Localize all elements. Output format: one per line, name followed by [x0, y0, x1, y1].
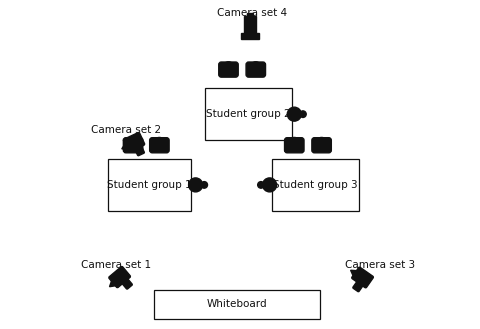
Circle shape [127, 138, 139, 149]
FancyBboxPatch shape [352, 267, 373, 288]
Text: Student group 2: Student group 2 [206, 109, 290, 119]
FancyBboxPatch shape [246, 62, 265, 77]
FancyBboxPatch shape [247, 13, 252, 17]
Text: Student group 3: Student group 3 [273, 180, 358, 190]
Text: Camera set 2: Camera set 2 [91, 125, 161, 135]
Text: Camera set 3: Camera set 3 [345, 260, 415, 270]
FancyBboxPatch shape [219, 62, 238, 77]
FancyBboxPatch shape [132, 134, 140, 143]
Text: Student group 1: Student group 1 [107, 180, 192, 190]
FancyBboxPatch shape [285, 138, 304, 153]
Circle shape [288, 107, 301, 121]
Circle shape [300, 111, 306, 117]
FancyBboxPatch shape [205, 88, 292, 140]
FancyBboxPatch shape [134, 144, 144, 156]
FancyBboxPatch shape [121, 278, 132, 289]
Polygon shape [350, 270, 358, 277]
FancyBboxPatch shape [353, 280, 364, 292]
FancyBboxPatch shape [240, 33, 259, 39]
Circle shape [258, 182, 264, 188]
FancyBboxPatch shape [362, 273, 372, 282]
Circle shape [288, 138, 300, 149]
FancyBboxPatch shape [154, 290, 320, 319]
FancyBboxPatch shape [116, 268, 125, 278]
FancyBboxPatch shape [312, 138, 331, 153]
Text: Camera set 4: Camera set 4 [217, 8, 287, 18]
Polygon shape [109, 280, 117, 287]
Circle shape [201, 182, 207, 188]
Circle shape [189, 178, 203, 192]
FancyBboxPatch shape [108, 159, 192, 211]
Circle shape [316, 138, 327, 149]
Circle shape [154, 138, 165, 149]
Text: Whiteboard: Whiteboard [206, 299, 267, 310]
FancyBboxPatch shape [123, 138, 143, 153]
FancyBboxPatch shape [109, 266, 131, 288]
Polygon shape [122, 143, 129, 150]
Circle shape [223, 62, 234, 74]
FancyBboxPatch shape [272, 159, 359, 211]
FancyBboxPatch shape [243, 16, 256, 35]
FancyBboxPatch shape [150, 138, 169, 153]
Text: Camera set 1: Camera set 1 [82, 260, 152, 270]
FancyBboxPatch shape [123, 133, 144, 152]
Circle shape [263, 178, 276, 192]
Circle shape [250, 62, 262, 74]
